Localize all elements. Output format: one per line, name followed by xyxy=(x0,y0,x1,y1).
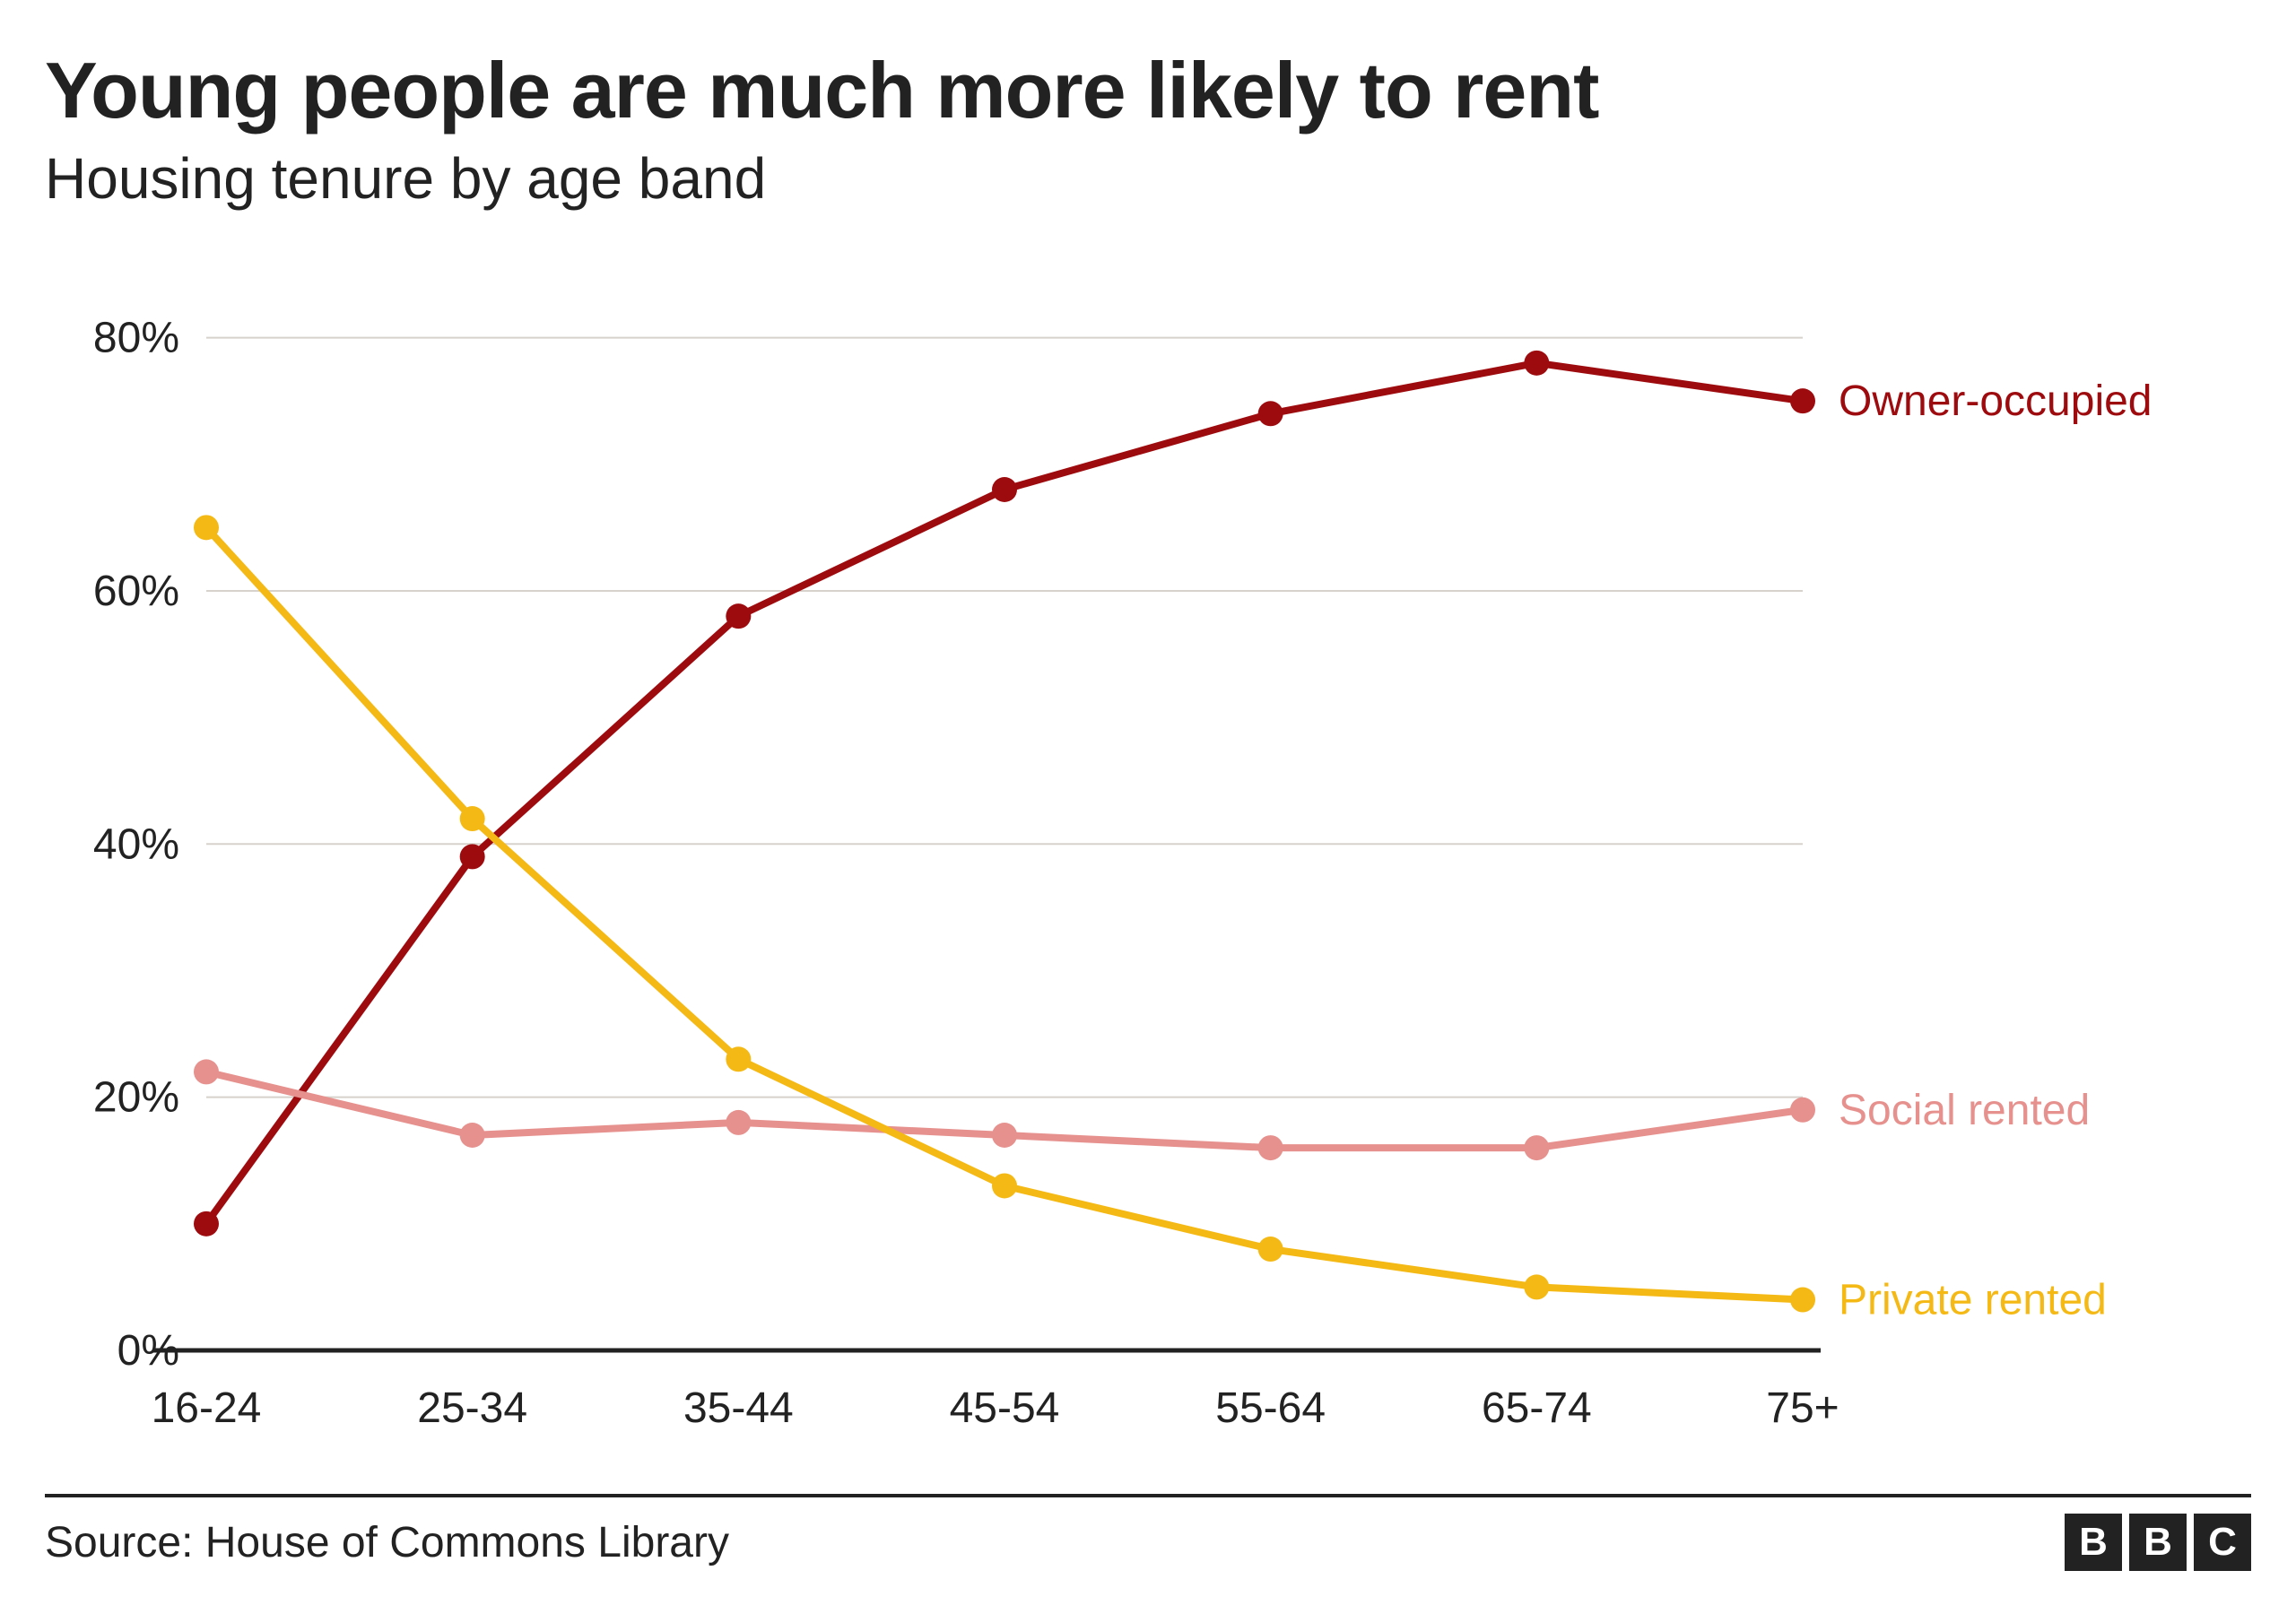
x-tick-label: 75+ xyxy=(1766,1384,1839,1432)
x-tick-label: 45-54 xyxy=(950,1384,1060,1432)
x-tick-label: 25-34 xyxy=(417,1384,527,1432)
plot-area: 0%20%40%60%80%Owner-occupiedSocial rente… xyxy=(45,239,2251,1476)
chart-subtitle: Housing tenure by age band xyxy=(45,145,2251,212)
y-tick-label: 40% xyxy=(93,820,179,868)
data-point xyxy=(194,515,219,540)
series-label: Private rented xyxy=(1839,1277,2107,1324)
data-point xyxy=(194,1211,219,1237)
y-tick-label: 60% xyxy=(93,568,179,615)
y-tick-label: 80% xyxy=(93,315,179,362)
data-point xyxy=(1790,1098,1815,1123)
bbc-logo-letter: B xyxy=(2065,1514,2122,1571)
bbc-logo-letter: B xyxy=(2129,1514,2187,1571)
y-tick-label: 20% xyxy=(93,1074,179,1122)
chart-container: Young people are much more likely to ren… xyxy=(0,0,2296,1614)
line-chart-svg: 0%20%40%60%80%Owner-occupiedSocial rente… xyxy=(45,239,2251,1476)
x-tick-label: 55-64 xyxy=(1215,1384,1326,1432)
data-point xyxy=(1790,388,1815,413)
data-point xyxy=(726,1046,751,1072)
series-label: Owner-occupied xyxy=(1839,377,2152,425)
data-point xyxy=(1258,1135,1283,1160)
data-point xyxy=(460,1123,485,1148)
data-point xyxy=(992,477,1017,502)
bbc-logo: B B C xyxy=(2065,1514,2251,1571)
data-point xyxy=(1258,1237,1283,1262)
data-point xyxy=(726,603,751,629)
bbc-logo-letter: C xyxy=(2194,1514,2251,1571)
data-point xyxy=(460,844,485,869)
x-tick-label: 35-44 xyxy=(683,1384,794,1432)
series-label: Social rented xyxy=(1839,1087,2090,1134)
x-tick-label: 16-24 xyxy=(152,1384,262,1432)
chart-footer: Source: House of Commons Library B B C xyxy=(45,1494,2251,1571)
data-point xyxy=(1258,401,1283,426)
source-text: Source: House of Commons Library xyxy=(45,1518,729,1567)
data-point xyxy=(992,1123,1017,1148)
data-point xyxy=(1524,1135,1549,1160)
data-point xyxy=(1790,1288,1815,1313)
chart-title: Young people are much more likely to ren… xyxy=(45,45,2251,136)
data-point xyxy=(1524,351,1549,376)
data-point xyxy=(1524,1274,1549,1299)
data-point xyxy=(194,1059,219,1084)
x-tick-label: 65-74 xyxy=(1482,1384,1592,1432)
data-point xyxy=(460,806,485,831)
data-point xyxy=(992,1173,1017,1198)
data-point xyxy=(726,1110,751,1135)
